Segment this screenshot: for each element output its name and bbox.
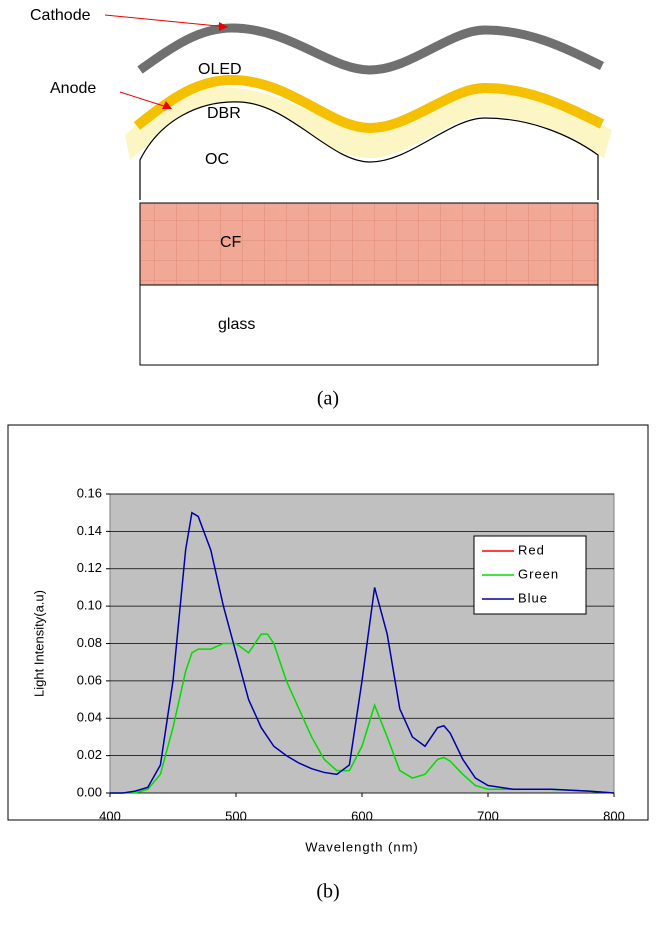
y-tick-label: 0.08 (77, 635, 102, 650)
cathode-layer (137, 23, 604, 75)
arrowhead (162, 101, 172, 109)
y-tick-label: 0.00 (77, 784, 102, 799)
y-tick-label: 0.14 (77, 523, 102, 538)
x-tick-label: 700 (477, 808, 499, 823)
glass-layer (139, 284, 599, 366)
arrow (104, 14, 229, 28)
series-line (110, 633, 615, 794)
label: OC (205, 151, 229, 168)
y-tick-label: 0.10 (77, 598, 102, 613)
label: DBR (207, 105, 241, 122)
caption: (b) (316, 881, 339, 903)
y-tick-label: 0.04 (77, 710, 102, 725)
label: Cathode (30, 7, 91, 24)
legend-label: Blue (518, 590, 548, 605)
arrow (119, 91, 171, 109)
x-axis-label: Wavelength (nm) (305, 839, 419, 854)
label: Anode (50, 80, 96, 97)
legend-label: Red (518, 542, 545, 557)
anode-layer (133, 74, 605, 134)
y-tick-label: 0.12 (77, 560, 102, 575)
legend-label: Green (518, 566, 559, 581)
x-tick-label: 500 (225, 808, 247, 823)
y-tick-label: 0.16 (77, 485, 102, 500)
y-tick-label: 0.06 (77, 672, 102, 687)
y-tick-label: 0.02 (77, 747, 102, 762)
caption: (a) (317, 388, 339, 410)
series-line (110, 511, 615, 794)
arrowhead (219, 22, 228, 31)
oc-layer (139, 101, 599, 200)
x-tick-label: 600 (351, 808, 373, 823)
label: CF (220, 234, 242, 251)
y-axis-label: Light Intensity(a.u) (31, 590, 46, 697)
label: glass (218, 316, 255, 333)
label: OLED (198, 61, 242, 78)
diagram: Cathode Anode OLED DBR OC CF glass (a) (30, 7, 612, 410)
x-tick-label: 400 (99, 808, 121, 823)
x-tick-label: 800 (603, 808, 625, 823)
cf-layer (139, 202, 599, 286)
chart: 0.00 0.02 0.04 0.06 0.08 0.10 0.12 0.14 0.16 400 5… (31, 485, 624, 854)
